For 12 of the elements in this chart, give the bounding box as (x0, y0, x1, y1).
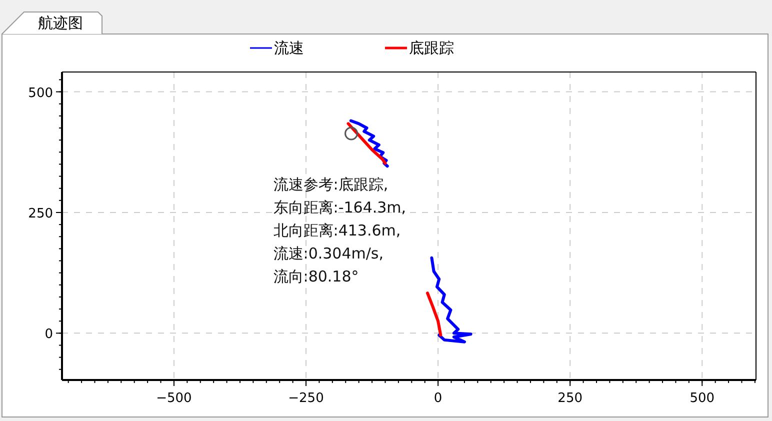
x-tick-label: 0 (434, 391, 442, 406)
legend-label: 流速 (274, 39, 304, 57)
x-tick-label: −250 (288, 391, 324, 406)
x-tick-label: 500 (690, 391, 715, 406)
x-tick-label: 250 (558, 391, 582, 406)
y-tick-label: 250 (28, 206, 53, 222)
y-tick-label: 500 (28, 86, 53, 101)
chart-title: 航迹图 (38, 14, 83, 32)
annotation: 流速参考:底跟踪, 东向距离:-164.3m, 北向距离:413.6m, 流速:0.304m/s, 流向:80.18° (273, 176, 406, 286)
x-tick-label: −500 (156, 391, 192, 406)
y-tick-label: 0 (44, 327, 53, 342)
legend-label: 底跟踪 (409, 39, 454, 57)
